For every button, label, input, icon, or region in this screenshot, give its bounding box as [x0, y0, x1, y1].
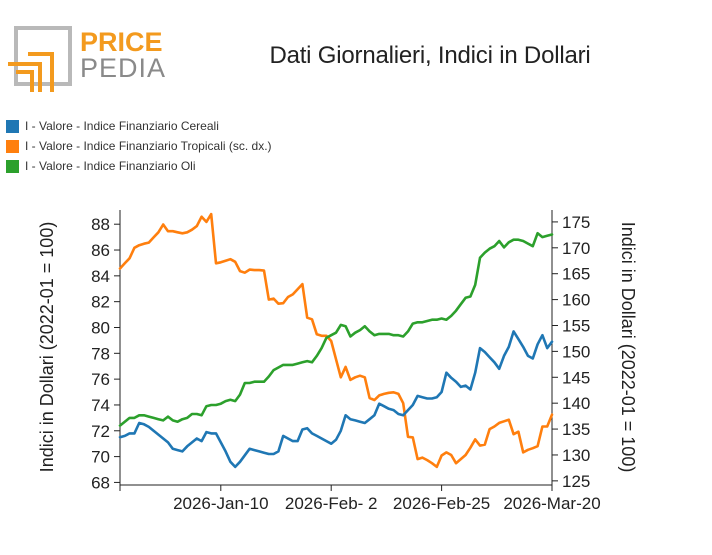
legend-swatch-oli — [6, 159, 19, 173]
y-tick-label-left: 82 — [91, 293, 110, 312]
legend-item-oli[interactable]: I - Valore - Indice Finanziario Oli — [6, 156, 272, 176]
y-axis-title-left: Indici in Dollari (2022-01 = 100) — [37, 222, 57, 473]
pricepedia-logo: PRICE PEDIA — [8, 26, 166, 92]
y-tick-label-right: 145 — [562, 368, 590, 387]
chart-legend: I - Valore - Indice Finanziario Cereali … — [6, 116, 272, 176]
y-tick-label-right: 160 — [562, 291, 590, 310]
legend-label-cereali: I - Valore - Indice Finanziario Cereali — [25, 119, 219, 133]
y-tick-label-left: 72 — [91, 422, 110, 441]
legend-swatch-cereali — [6, 119, 19, 133]
logo-mark — [8, 26, 72, 92]
legend-label-tropicali: I - Valore - Indice Finanziario Tropical… — [25, 139, 272, 153]
y-tick-label-left: 86 — [91, 241, 110, 260]
y-axis-title-right: Indici in Dollari (2022-01 = 100) — [618, 222, 638, 473]
y-tick-label-right: 140 — [562, 394, 590, 413]
y-tick-label-left: 68 — [91, 473, 110, 492]
x-tick-label: 2026-Mar-20 — [503, 494, 600, 513]
y-tick-label-left: 76 — [91, 370, 110, 389]
x-tick-label: 2026-Feb-25 — [393, 494, 490, 513]
y-tick-label-left: 74 — [91, 396, 110, 415]
series-line-cereali — [118, 330, 554, 469]
legend-item-cereali[interactable]: I - Valore - Indice Finanziario Cereali — [6, 116, 272, 136]
x-tick-label: 2026-Jan-10 — [173, 494, 268, 513]
y-tick-label-left: 84 — [91, 267, 110, 286]
y-tick-label-left: 78 — [91, 344, 110, 363]
y-tick-label-right: 150 — [562, 342, 590, 361]
chart-title: Dati Giornalieri, Indici in Dollari — [269, 42, 591, 69]
y-tick-label-right: 155 — [562, 316, 590, 335]
x-tick-label: 2026-Feb- 2 — [285, 494, 378, 513]
y-tick-label-right: 165 — [562, 265, 590, 284]
y-tick-label-right: 175 — [562, 213, 590, 232]
chart-axes — [114, 210, 558, 491]
y-tick-label-left: 88 — [91, 215, 110, 234]
series-line-oli — [118, 231, 554, 427]
chart-tick-labels: 68 70 72 74 76 78 80 82 84 86 88 125 130 135 140 145 150… — [91, 213, 601, 513]
logo-word-pedia: PEDIA — [80, 53, 166, 83]
y-tick-label-right: 125 — [562, 472, 590, 491]
y-tick-label-left: 70 — [91, 448, 110, 467]
y-tick-label-left: 80 — [91, 318, 110, 337]
legend-label-oli: I - Valore - Indice Finanziario Oli — [25, 159, 196, 173]
logo-word-price: PRICE — [80, 27, 163, 57]
legend-item-tropicali[interactable]: I - Valore - Indice Finanziario Tropical… — [6, 136, 272, 156]
y-tick-label-right: 130 — [562, 446, 590, 465]
y-tick-label-right: 135 — [562, 420, 590, 439]
series-line-tropicali — [118, 212, 554, 469]
y-tick-label-right: 170 — [562, 239, 590, 258]
legend-swatch-tropicali — [6, 139, 19, 153]
chart-series — [118, 212, 554, 469]
